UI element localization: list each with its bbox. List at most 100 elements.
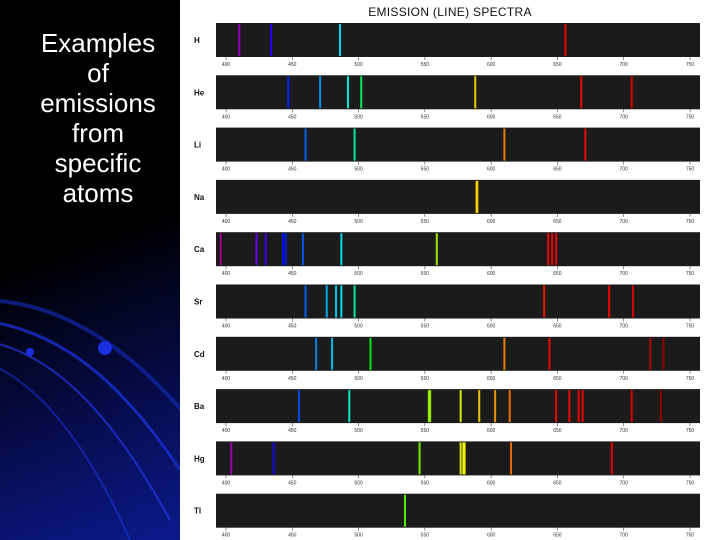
emission-line [459, 390, 462, 423]
tick-label: 400 [222, 533, 231, 539]
tick-label: 650 [553, 376, 562, 382]
spectrum-row-sr: Sr 400 450 500 550 600 650 700 750 [194, 284, 700, 330]
tick-label: 450 [288, 376, 297, 382]
element-label: Na [194, 193, 205, 202]
element-label: Cd [194, 350, 205, 359]
tick-label: 700 [620, 167, 629, 173]
tick-label: 600 [487, 480, 496, 486]
emission-line [543, 285, 546, 318]
tick-label: 600 [487, 271, 496, 277]
tick-label: 550 [421, 271, 430, 277]
emission-line [659, 390, 662, 423]
spectrum-strip [216, 284, 700, 319]
emission-line [418, 442, 421, 475]
emission-line [348, 390, 351, 423]
tick-label: 450 [288, 62, 297, 68]
emission-line [219, 233, 222, 266]
emission-line [284, 233, 287, 266]
tick-label: 400 [222, 219, 231, 225]
emission-line [494, 390, 497, 423]
tick-label: 600 [487, 533, 496, 539]
emission-line [584, 128, 587, 161]
tick-label: 550 [421, 480, 430, 486]
spectrum-row-tl: Tl 400 450 500 550 600 650 700 750 [194, 493, 700, 539]
tick-label: 450 [288, 533, 297, 539]
tick-label: 650 [553, 114, 562, 120]
tick-label: 550 [421, 324, 430, 330]
tick-label: 650 [553, 271, 562, 277]
tick-label: 700 [620, 533, 629, 539]
emission-line [304, 285, 307, 318]
emission-line [435, 233, 438, 266]
tick-label: 550 [421, 62, 430, 68]
spectrum-row-li: Li 400 450 500 550 600 650 700 750 [194, 127, 700, 173]
emission-line [339, 24, 342, 56]
emission-line [369, 337, 372, 370]
tick-label: 450 [288, 324, 297, 330]
tick-label: 400 [222, 480, 231, 486]
spectrum-strip [216, 441, 700, 476]
element-label: Li [194, 141, 201, 150]
tick-label: 500 [354, 114, 363, 120]
tick-label: 650 [553, 480, 562, 486]
tick-label: 650 [553, 533, 562, 539]
spectrum-row-ca: Ca 400 450 500 550 600 650 700 750 [194, 232, 700, 277]
tick-label: 500 [354, 167, 363, 173]
emission-line [287, 76, 290, 109]
tick-label: 550 [421, 428, 430, 434]
element-label: Tl [194, 507, 201, 516]
spectrum-strip [216, 75, 700, 110]
decorative-dot [26, 348, 34, 356]
spectrum-strip [216, 232, 700, 267]
title-panel: Examples of emissions from specific atom… [0, 0, 180, 540]
spectrum-row-h: H 400 450 500 550 600 650 700 750 [194, 23, 700, 68]
emission-line [610, 442, 613, 475]
emission-line [568, 390, 571, 423]
tick-label: 700 [620, 376, 629, 382]
tick-label: 750 [686, 480, 695, 486]
emission-line [630, 76, 633, 109]
emission-line [510, 442, 513, 475]
emission-line [282, 233, 285, 266]
spectrum-row-cd: Cd 400 450 500 550 600 650 700 750 [194, 336, 700, 382]
emission-line [459, 442, 462, 475]
emission-line [346, 76, 349, 109]
tick-label: 500 [354, 428, 363, 434]
tick-label: 600 [487, 376, 496, 382]
emission-line [427, 390, 430, 423]
emission-line [555, 233, 558, 266]
emission-line [340, 285, 343, 318]
tick-label: 750 [686, 219, 695, 225]
spectrum-row-hg: Hg 400 450 500 550 600 650 700 750 [194, 441, 700, 486]
tick-label: 550 [421, 167, 430, 173]
emission-line [463, 442, 466, 475]
emission-line [325, 285, 328, 318]
tick-label: 450 [288, 428, 297, 434]
tick-label: 650 [553, 62, 562, 68]
emission-line [564, 24, 567, 56]
spectrum-strip [216, 127, 700, 162]
emission-line [403, 494, 406, 527]
emission-line [264, 233, 267, 266]
emission-line [340, 233, 343, 266]
tick-label: 750 [686, 324, 695, 330]
emission-line [319, 76, 322, 109]
emission-line [315, 337, 318, 370]
spectrum-row-ba: Ba 400 450 500 550 600 650 700 750 [194, 389, 700, 434]
spectrum-row-he: He 400 450 500 550 600 650 700 750 [194, 75, 700, 120]
tick-label: 500 [354, 62, 363, 68]
tick-label: 500 [354, 219, 363, 225]
emission-line [503, 337, 506, 370]
element-label: He [194, 88, 205, 97]
tick-label: 450 [288, 271, 297, 277]
spectrum-strip [216, 493, 700, 528]
emission-line [508, 390, 511, 423]
emission-line [476, 180, 479, 213]
emission-line [429, 390, 432, 423]
tick-label: 700 [620, 480, 629, 486]
tick-label: 400 [222, 428, 231, 434]
emission-line [548, 337, 551, 370]
tick-label: 500 [354, 271, 363, 277]
tick-label: 450 [288, 167, 297, 173]
emission-line [304, 128, 307, 161]
